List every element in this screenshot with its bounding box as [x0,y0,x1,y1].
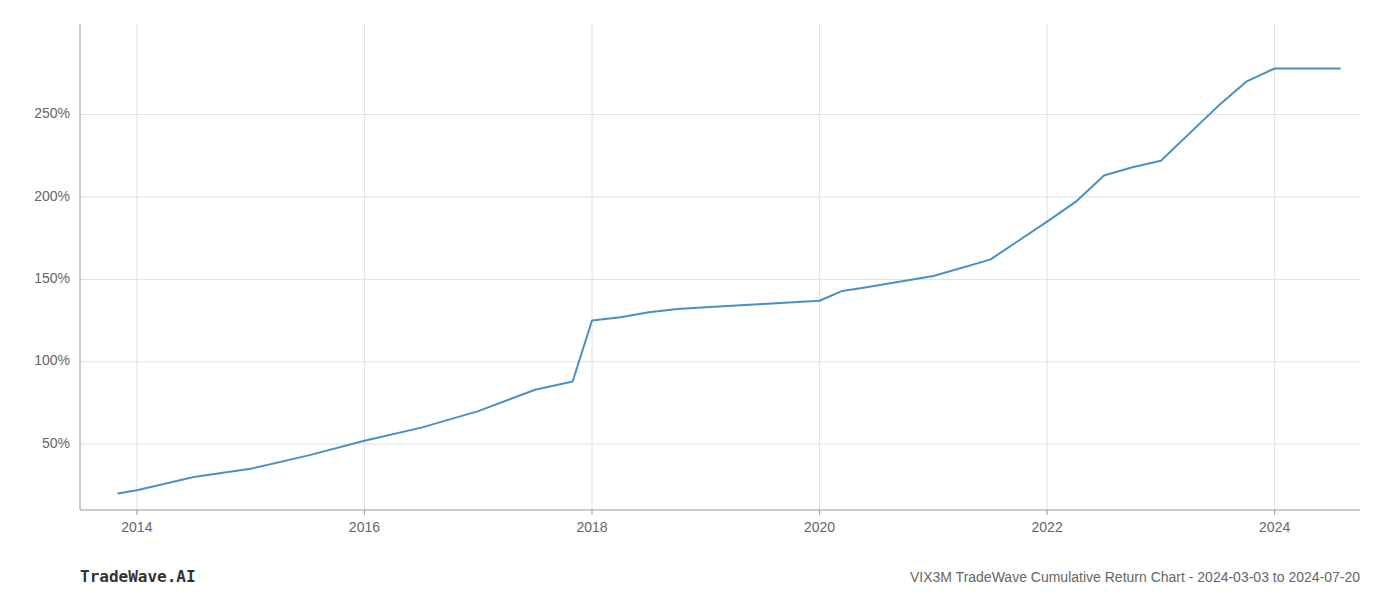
x-tick-label: 2024 [1259,519,1290,535]
x-grid-line [1047,24,1048,510]
grid [80,24,1360,510]
x-grid-line [136,24,137,510]
x-tick-label: 2016 [349,519,380,535]
y-grid-line [80,444,1360,445]
y-tick-label: 50% [42,435,70,451]
x-grid-line [1274,24,1275,510]
x-tick-label: 2014 [121,519,152,535]
x-tick-mark [1274,510,1275,515]
x-tick-mark [364,510,365,515]
chart-title: VIX3M TradeWave Cumulative Return Chart … [910,569,1360,585]
x-tick-mark [819,510,820,515]
chart-svg: 50% 100% 150% 200% 250% 2014 2016 2018 2020 2022 2… [0,0,1400,600]
y-grid-line [80,279,1360,280]
x-tick-label: 2018 [576,519,607,535]
x-tick-label: 2022 [1032,519,1063,535]
y-tick-label: 200% [34,188,70,204]
plot-area [118,68,1341,493]
axes: 50% 100% 150% 200% 250% 2014 2016 2018 2020 2022 2… [34,24,1360,535]
y-tick-label: 250% [34,105,70,121]
y-grid-line [80,361,1360,362]
data-line [118,68,1341,493]
y-tick-label: 100% [34,352,70,368]
x-grid-line [592,24,593,510]
y-tick-label: 150% [34,270,70,286]
y-grid-line [80,114,1360,115]
x-tick-mark [1047,510,1048,515]
watermark: TradeWave.AI [80,567,196,586]
x-grid-line [819,24,820,510]
x-tick-mark [592,510,593,515]
x-tick-mark [136,510,137,515]
x-grid-line [364,24,365,510]
chart-container: 50% 100% 150% 200% 250% 2014 2016 2018 2020 2022 2… [0,0,1400,600]
y-axis-line [80,24,81,510]
y-grid-line [80,196,1360,197]
x-axis-line [80,510,1360,511]
x-tick-label: 2020 [804,519,835,535]
